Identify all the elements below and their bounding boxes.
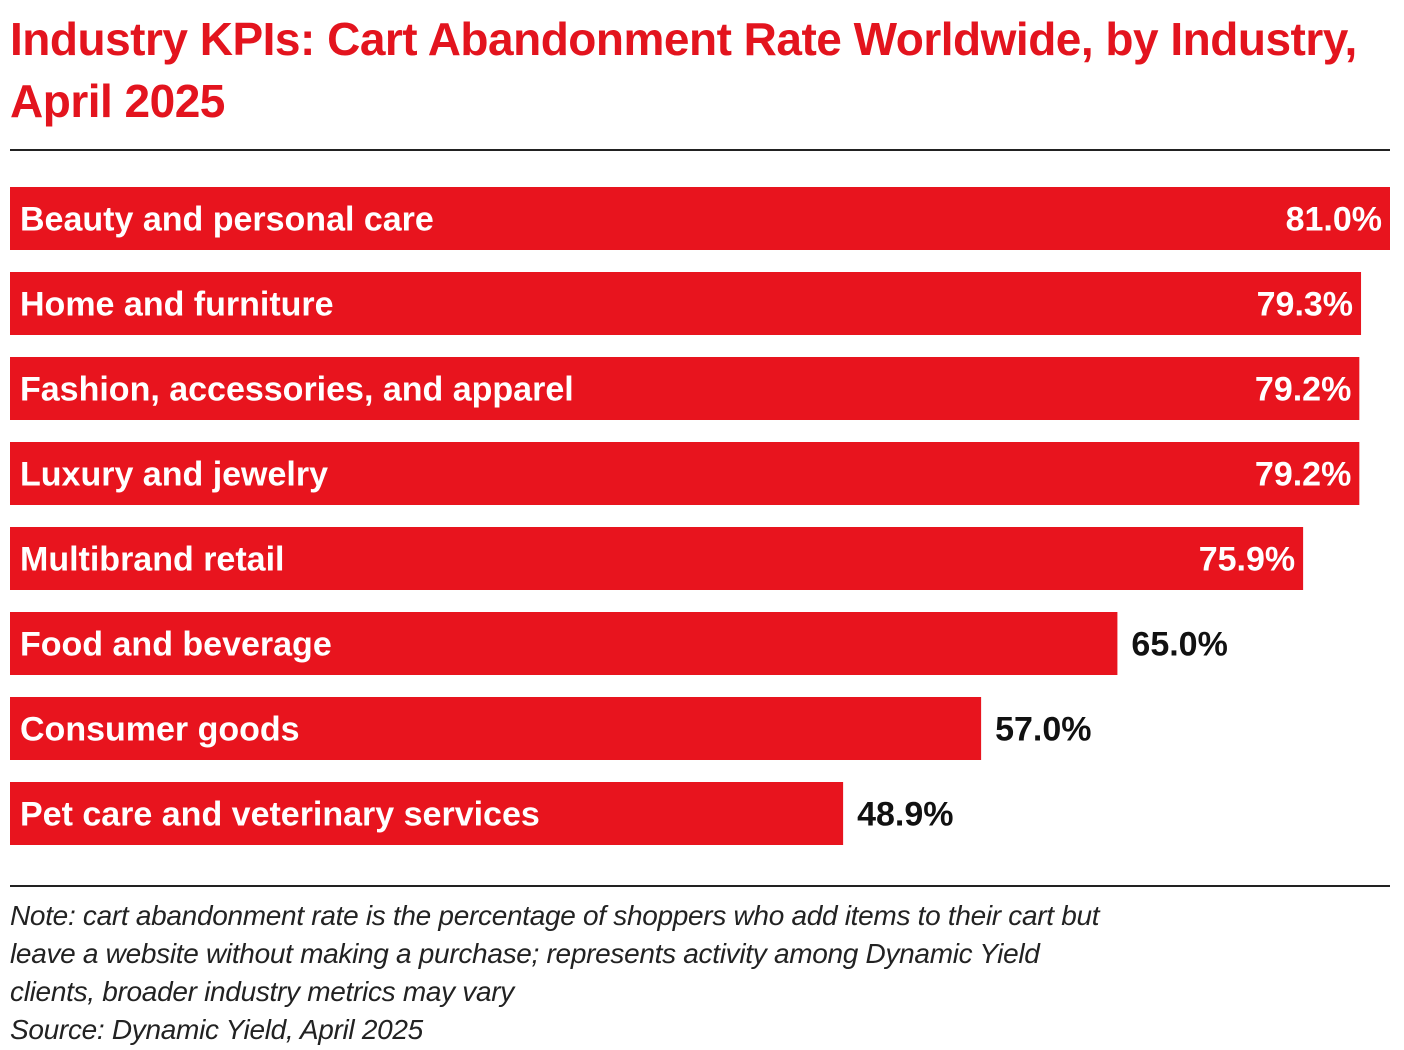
category-label: Food and beverage — [20, 626, 332, 664]
bar — [10, 442, 1360, 505]
value-label: 75.9% — [1199, 541, 1295, 579]
value-label: 79.3% — [1257, 286, 1353, 324]
value-label: 48.9% — [857, 796, 953, 834]
value-label: 79.2% — [1255, 371, 1351, 409]
bar — [10, 187, 1390, 250]
category-label: Home and furniture — [20, 286, 334, 324]
note-line: Note: cart abandonment rate is the perce… — [10, 900, 1100, 931]
category-label: Consumer goods — [20, 711, 300, 749]
bar-chart: Beauty and personal care 81.0% Home and fu… — [10, 187, 1390, 845]
bar — [10, 612, 1118, 675]
value-label: 65.0% — [1131, 626, 1227, 664]
top-divider — [10, 149, 1390, 151]
source-line: Source: Dynamic Yield, April 2025 — [10, 1014, 423, 1045]
chart-footnote: Note: cart abandonment rate is the perce… — [10, 897, 1400, 1049]
category-label: Fashion, accessories, and apparel — [20, 371, 574, 409]
value-label: 57.0% — [995, 711, 1091, 749]
bar — [10, 357, 1360, 420]
value-label: 81.0% — [1286, 201, 1382, 239]
note-line: leave a website without making a purchas… — [10, 938, 1040, 969]
bar — [10, 527, 1304, 590]
bar — [10, 697, 982, 760]
bottom-divider — [10, 885, 1390, 887]
category-label: Luxury and jewelry — [20, 456, 328, 494]
category-label: Pet care and veterinary services — [20, 796, 540, 834]
category-label: Beauty and personal care — [20, 201, 434, 239]
chart-title: Industry KPIs: Cart Abandonment Rate Wor… — [10, 13, 1357, 127]
bar — [10, 782, 844, 845]
note-line: clients, broader industry metrics may va… — [10, 976, 515, 1007]
category-label: Multibrand retail — [20, 541, 284, 579]
bar — [10, 272, 1362, 335]
value-label: 79.2% — [1255, 456, 1351, 494]
